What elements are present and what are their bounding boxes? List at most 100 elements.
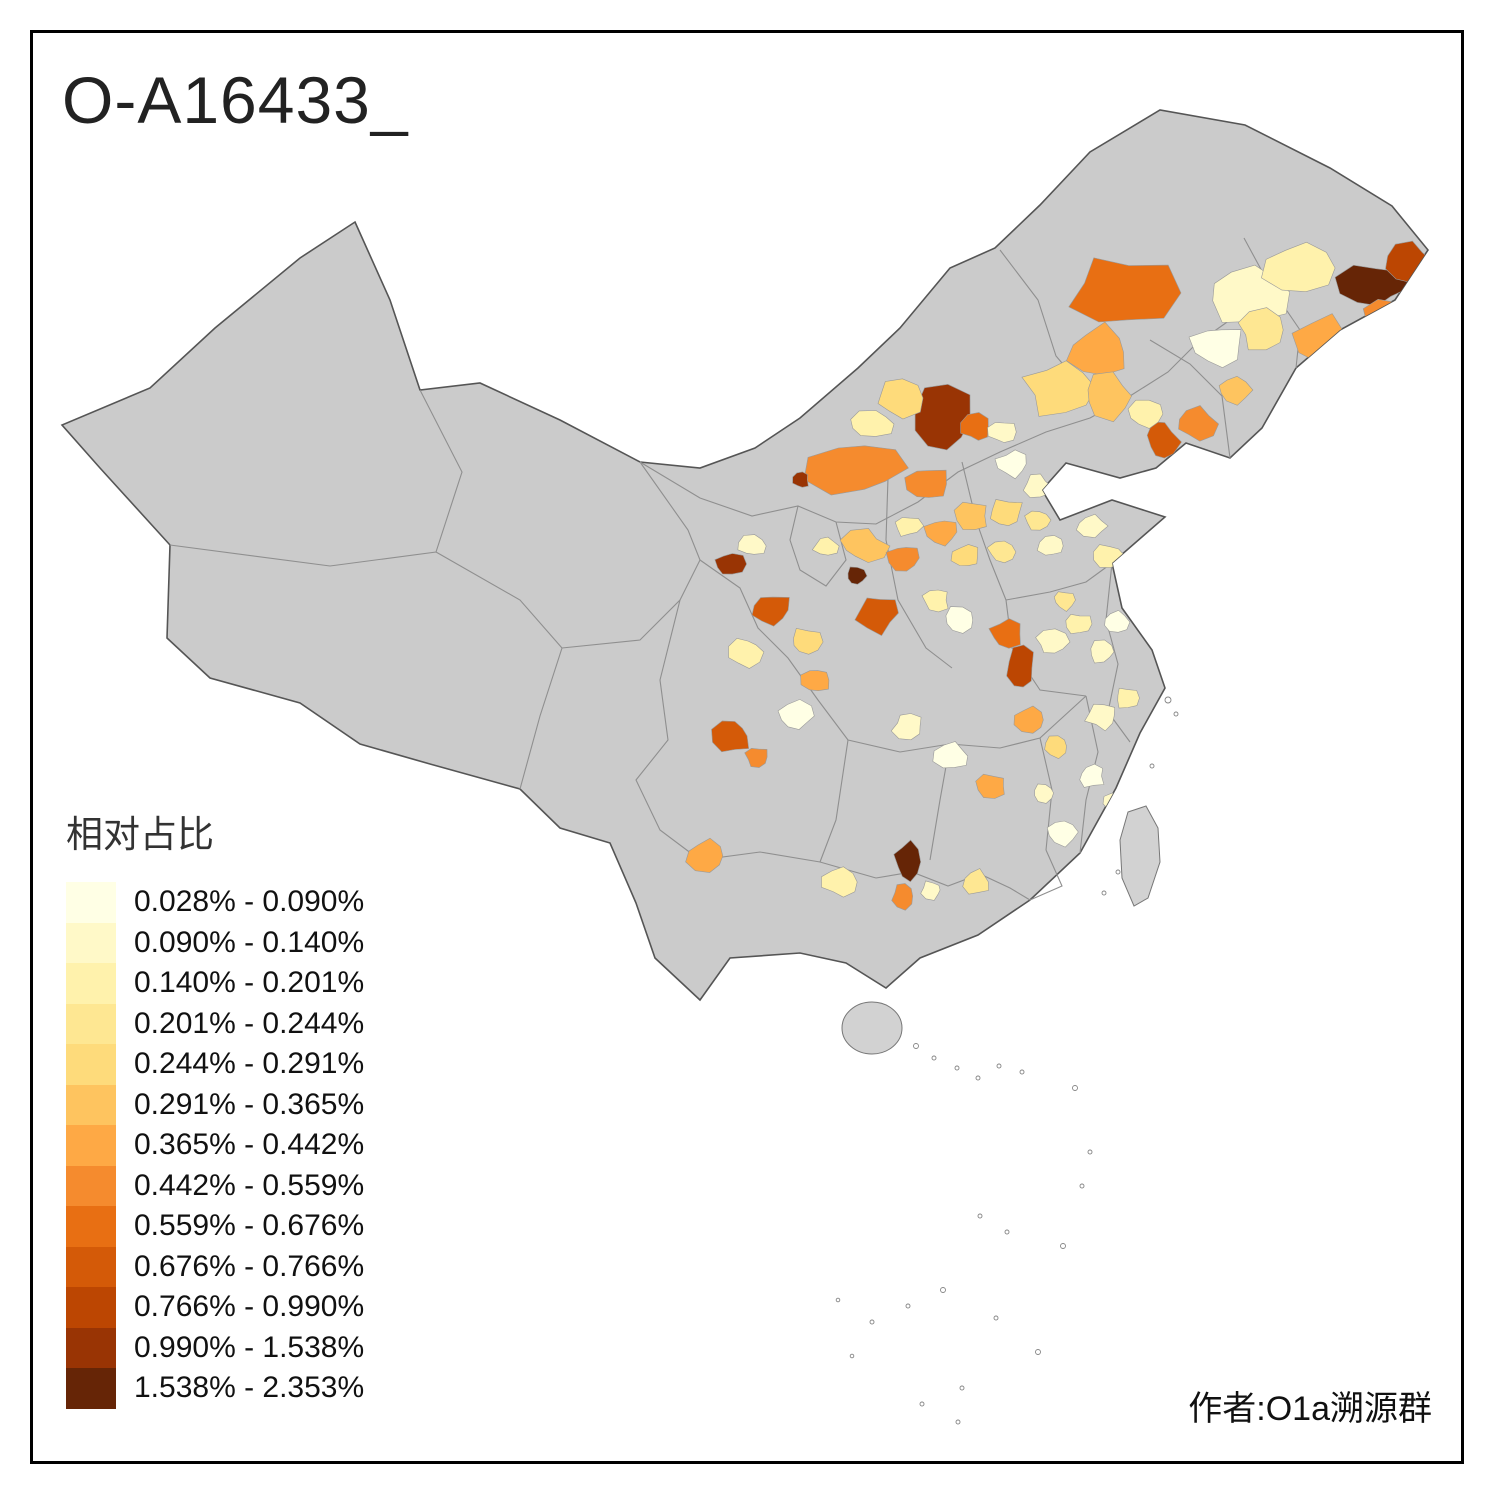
legend-row: 0.559% - 0.676% <box>66 1206 364 1247</box>
legend-swatch <box>66 1125 116 1166</box>
legend-row: 0.028% - 0.090% <box>66 882 364 923</box>
map-region <box>1117 687 1140 709</box>
map-region <box>1188 329 1242 369</box>
map-region <box>921 589 949 613</box>
map-region <box>800 670 830 692</box>
islet <box>1035 1349 1041 1355</box>
map-region <box>1261 241 1336 293</box>
legend-swatch <box>66 1003 116 1044</box>
map-region <box>1013 705 1044 734</box>
map-region <box>1068 257 1182 323</box>
islet <box>1115 869 1121 875</box>
islet <box>919 1401 925 1407</box>
legend-label: 0.365% - 0.442% <box>134 1128 365 1162</box>
legend-row: 0.365% - 0.442% <box>66 1125 364 1166</box>
legend-row: 0.442% - 0.559% <box>66 1165 364 1206</box>
map-region <box>1075 513 1109 539</box>
map-region <box>893 839 922 883</box>
map-region <box>1044 735 1067 760</box>
islet <box>931 1055 937 1061</box>
map-region <box>1178 405 1219 442</box>
map-region <box>987 422 1017 443</box>
map-region <box>950 544 979 567</box>
islet <box>905 1303 911 1309</box>
legend-row: 1.538% - 2.353% <box>66 1368 364 1409</box>
map-region <box>1024 510 1052 531</box>
islet <box>1079 1183 1085 1189</box>
map-region <box>932 741 969 769</box>
islet <box>959 1385 965 1391</box>
map-region <box>792 471 809 488</box>
islet <box>1019 1069 1025 1075</box>
legend-row: 0.090% - 0.140% <box>66 922 365 963</box>
legend-swatch <box>66 1044 116 1085</box>
map-region <box>1053 591 1076 612</box>
islet <box>1149 763 1155 769</box>
map-region <box>1087 371 1132 423</box>
legend-swatch <box>66 1165 116 1206</box>
legend-swatch <box>66 1287 116 1328</box>
map-region <box>793 627 824 655</box>
islet <box>975 1075 981 1081</box>
islet <box>955 1419 961 1425</box>
map-region <box>1104 609 1131 633</box>
attribution: 作者:O1a溯源群 <box>1188 1390 1432 1428</box>
map-region <box>962 868 989 895</box>
map-region <box>777 699 815 730</box>
map-region <box>920 880 941 901</box>
legend-swatch <box>66 1368 116 1409</box>
islet <box>954 1065 960 1071</box>
map-region <box>1090 639 1115 664</box>
legend-rows: 0.028% - 0.090% 0.090% - 0.140% 0.140% - 0… <box>66 882 364 1409</box>
islet <box>940 1287 946 1293</box>
map-region <box>839 528 891 563</box>
map-region <box>1021 360 1097 417</box>
map-region <box>1127 399 1164 429</box>
map-region <box>904 469 947 498</box>
map-region <box>990 499 1023 527</box>
map-region <box>890 713 922 741</box>
map-region <box>811 536 840 556</box>
map-region <box>737 534 767 555</box>
map-region <box>1034 783 1054 804</box>
legend-row: 0.244% - 0.291% <box>66 1044 364 1085</box>
south-china-sea-islands <box>835 696 1179 1425</box>
map-region <box>1036 535 1064 556</box>
legend-row: 0.676% - 0.766% <box>66 1246 365 1287</box>
legend-label: 0.090% - 0.140% <box>134 925 365 959</box>
map-region <box>953 501 987 531</box>
map-region <box>728 637 765 669</box>
colored-regions <box>685 240 1428 911</box>
map-region <box>1237 307 1284 351</box>
legend-label: 0.990% - 1.538% <box>134 1330 365 1364</box>
legend-label: 1.538% - 2.353% <box>134 1371 365 1405</box>
islet <box>849 1353 855 1359</box>
legend-swatch <box>66 1206 116 1247</box>
map-region <box>1102 792 1126 812</box>
islet <box>1087 1149 1093 1155</box>
map-region <box>1065 613 1093 635</box>
map-region <box>751 596 790 627</box>
map-region <box>1046 820 1079 848</box>
islet <box>1101 890 1107 896</box>
legend-swatch <box>66 963 116 1004</box>
islet <box>993 1315 999 1321</box>
legend-swatch <box>66 922 116 963</box>
map-region <box>821 866 858 898</box>
legend-label: 0.676% - 0.766% <box>134 1249 365 1283</box>
map-region <box>914 383 971 451</box>
map-region <box>714 553 747 575</box>
legend-label: 0.244% - 0.291% <box>134 1047 365 1081</box>
hainan-island <box>841 1001 903 1055</box>
map-region <box>945 606 974 634</box>
legend-swatch <box>66 1084 116 1125</box>
legend-row: 0.201% - 0.244% <box>66 1003 364 1044</box>
legend-row: 0.140% - 0.201% <box>66 963 364 1004</box>
islet <box>913 1043 919 1049</box>
legend-row: 0.990% - 1.538% <box>66 1327 365 1368</box>
map-region <box>685 837 724 873</box>
map-region <box>1146 421 1182 459</box>
map-region <box>1079 763 1105 788</box>
